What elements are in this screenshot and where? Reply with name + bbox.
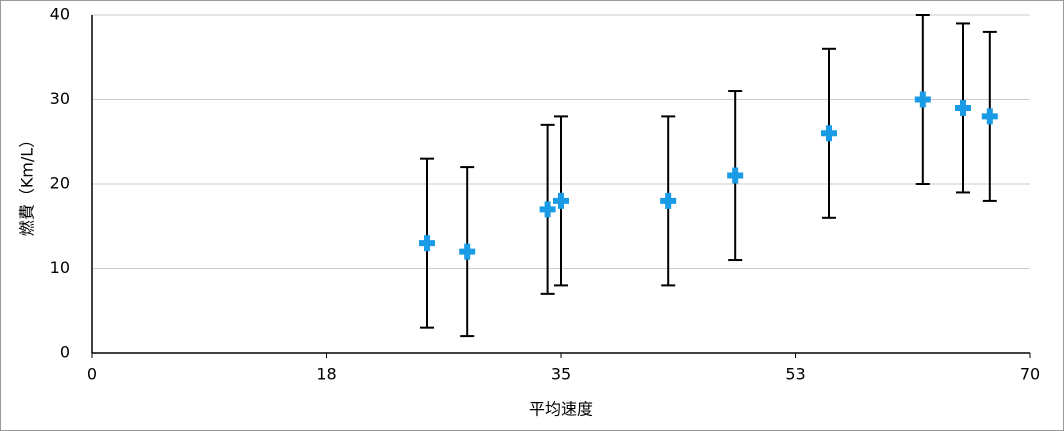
point bbox=[419, 235, 435, 252]
y-tick-label: 10 bbox=[50, 258, 70, 277]
x-tick-label: 0 bbox=[87, 365, 97, 384]
y-tick-label: 30 bbox=[50, 89, 70, 108]
y-tick-label: 0 bbox=[60, 343, 70, 362]
x-tick-label: 70 bbox=[1020, 365, 1040, 384]
point bbox=[459, 243, 476, 260]
y-tick-label: 20 bbox=[50, 174, 70, 193]
point bbox=[981, 108, 998, 125]
y-tick-label: 40 bbox=[50, 5, 70, 24]
point bbox=[539, 201, 556, 218]
x-tick-label: 53 bbox=[785, 365, 805, 384]
point bbox=[553, 192, 569, 209]
x-tick-label: 18 bbox=[316, 365, 336, 384]
point bbox=[821, 125, 837, 142]
point bbox=[660, 192, 677, 209]
point bbox=[914, 91, 931, 108]
x-axis-label: 平均速度 bbox=[529, 400, 593, 419]
point bbox=[955, 99, 971, 116]
x-tick-label: 35 bbox=[551, 365, 571, 384]
y-axis-label: 燃費（Km/L） bbox=[18, 132, 37, 236]
point bbox=[727, 167, 744, 184]
